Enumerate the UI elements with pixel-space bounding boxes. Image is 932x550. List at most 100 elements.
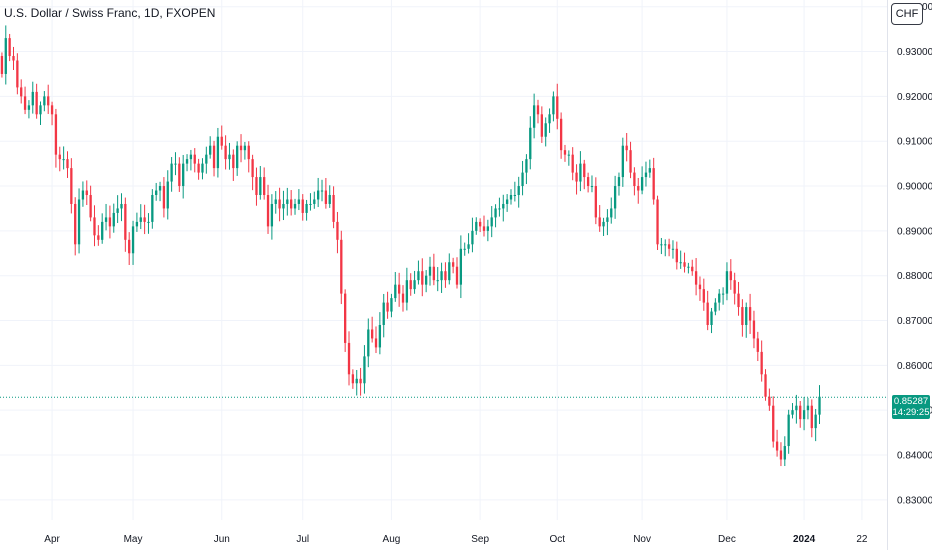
candle — [698, 276, 702, 301]
candle-body — [613, 186, 617, 209]
candle — [571, 147, 574, 181]
candle — [390, 293, 393, 318]
time-tick-label: Jul — [296, 534, 309, 545]
candle — [467, 233, 470, 254]
candle-body — [490, 217, 493, 227]
candle-body — [355, 378, 358, 384]
candle — [104, 203, 108, 231]
candle-body — [394, 284, 397, 299]
candle-body — [266, 195, 270, 227]
candle — [174, 152, 177, 176]
candle-body — [810, 405, 813, 429]
candle — [293, 198, 297, 215]
candle-body — [706, 302, 709, 325]
candle-body — [571, 154, 574, 173]
candle — [232, 149, 235, 181]
currency-button[interactable]: CHF — [891, 3, 923, 25]
time-tick-label: Aug — [383, 534, 401, 545]
candle-body — [559, 118, 563, 151]
candle-body — [448, 262, 451, 281]
candle — [336, 211, 339, 254]
time-axis[interactable]: Apr May Jun Jul Aug Sep Oct Nov Dec 2024 22 — [44, 534, 868, 545]
candle-body — [228, 154, 231, 160]
candle — [0, 52, 4, 78]
candle-body — [417, 271, 420, 281]
candle — [35, 83, 38, 119]
candle-body — [775, 441, 779, 451]
candle-body — [652, 168, 655, 200]
candle-body — [328, 195, 331, 204]
candle — [764, 369, 767, 401]
time-tick-label: Jun — [214, 534, 230, 545]
candle-body — [482, 226, 486, 231]
candle-body — [532, 105, 536, 128]
candle — [54, 108, 58, 168]
candle — [779, 442, 783, 467]
candle — [374, 326, 378, 354]
candle-body — [721, 293, 725, 295]
candle-body — [54, 114, 58, 155]
candle-body — [182, 163, 185, 187]
candle — [236, 141, 239, 176]
candle-body — [795, 405, 798, 411]
candle — [124, 197, 127, 252]
candle — [586, 172, 590, 193]
candle — [752, 310, 756, 349]
candle-body — [440, 271, 443, 281]
candle-body — [4, 38, 7, 74]
candle-body — [644, 172, 648, 178]
candle — [162, 177, 166, 218]
candle-body — [737, 293, 740, 308]
candle-body — [401, 293, 405, 303]
candle — [552, 91, 555, 122]
candle — [671, 240, 675, 259]
candle — [424, 270, 428, 293]
candle — [47, 84, 50, 114]
candle-body — [27, 105, 31, 110]
candle-body — [297, 199, 301, 204]
candle-body — [687, 266, 690, 268]
candle — [714, 298, 717, 316]
candle — [579, 151, 582, 192]
candle — [451, 257, 455, 274]
candle-body — [598, 217, 601, 227]
candle — [494, 204, 497, 228]
candle-body — [660, 244, 663, 246]
candle — [147, 213, 150, 234]
price-axis[interactable]: 0.830000.840000.850000.860000.870000.880… — [897, 2, 932, 506]
candle — [482, 215, 486, 237]
candle-body — [671, 248, 675, 250]
candle — [340, 230, 343, 305]
candle-body — [602, 221, 605, 227]
candle-body — [756, 338, 759, 352]
candle-body — [340, 239, 343, 294]
price-tick-label: 0.83000 — [897, 495, 932, 506]
candle-body — [293, 203, 297, 209]
candle — [802, 397, 806, 431]
candle — [544, 117, 547, 147]
candle — [128, 232, 131, 266]
candle-body — [787, 414, 790, 447]
candle-body — [247, 145, 250, 160]
candle — [81, 181, 85, 207]
candle-body — [675, 248, 678, 263]
candle — [502, 194, 505, 222]
candle — [729, 259, 732, 290]
candle-body — [336, 221, 339, 240]
candle — [532, 93, 536, 139]
candle-body — [185, 159, 189, 164]
candle — [760, 340, 763, 382]
candle — [278, 187, 281, 222]
candle-body — [155, 190, 158, 195]
candle-body — [77, 199, 81, 245]
candle — [648, 159, 651, 178]
candle — [201, 158, 204, 180]
candle — [405, 267, 409, 311]
candle — [351, 369, 355, 389]
candle — [16, 53, 19, 95]
candle-body — [629, 150, 632, 173]
candle — [66, 151, 69, 178]
candle-body — [205, 154, 208, 164]
candle-body — [563, 150, 567, 155]
